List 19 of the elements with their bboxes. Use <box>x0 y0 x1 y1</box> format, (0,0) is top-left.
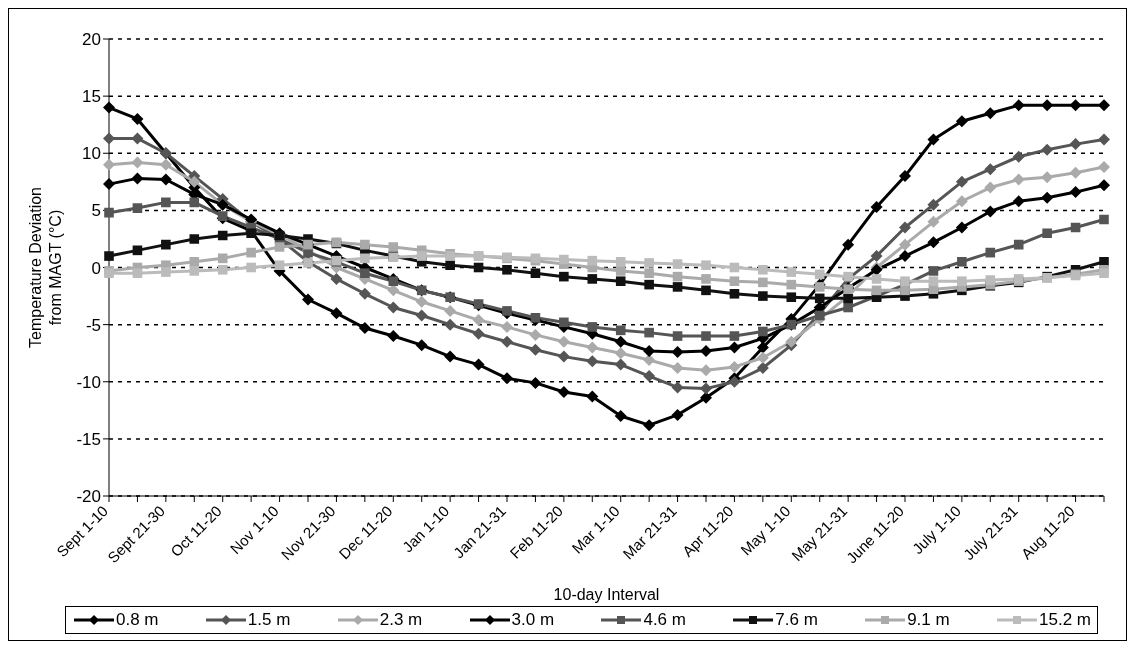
y-tick-label: -20 <box>76 487 101 507</box>
x-axis-title: 10-day Interval <box>553 586 660 603</box>
legend-label: 3.0 m <box>511 610 555 630</box>
legend-label: 15.2 m <box>1039 610 1091 630</box>
y-tick-label: 10 <box>82 144 101 164</box>
legend-label: 0.8 m <box>116 610 159 630</box>
y-tick-label: 0 <box>91 258 101 278</box>
y-tick-label: -5 <box>85 315 101 335</box>
y-tick-label: 15 <box>82 87 101 107</box>
legend-label: 4.6 m <box>643 610 686 630</box>
legend-label: 1.5 m <box>247 610 291 630</box>
y-tick-label: 5 <box>91 201 101 221</box>
y-axis-title: Temperature Deviation from MAGT (°C) <box>27 187 64 348</box>
y-tick-label: 20 <box>82 30 101 50</box>
legend-label: 9.1 m <box>907 610 950 630</box>
legend-label: 2.3 m <box>379 610 423 630</box>
legend-label: 7.6 m <box>775 610 818 630</box>
y-tick-label: -10 <box>76 372 101 392</box>
y-tick-label: -15 <box>76 429 101 449</box>
